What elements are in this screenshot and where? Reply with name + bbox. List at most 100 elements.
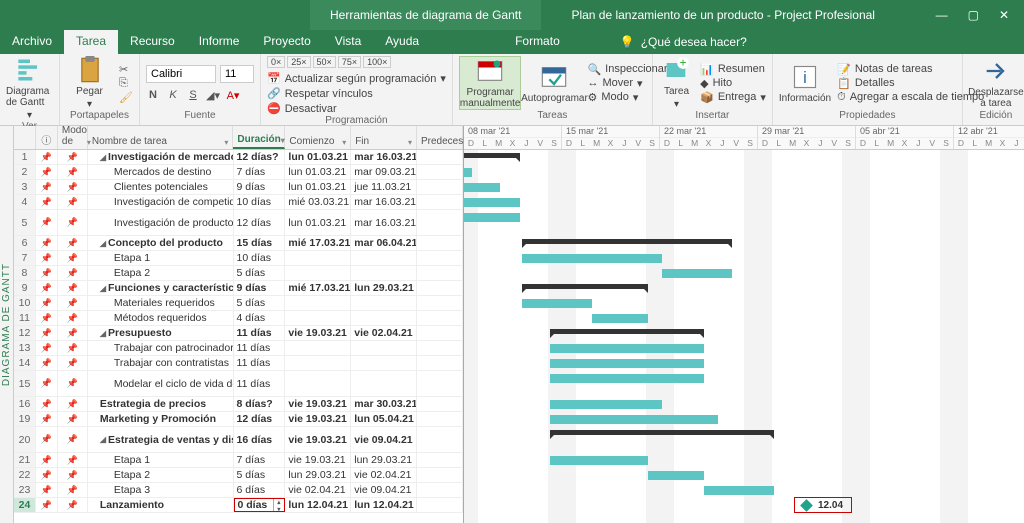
tell-me[interactable]: 💡 ¿Qué desea hacer? bbox=[620, 30, 747, 54]
schedule-manual-button[interactable]: Programar manualmente bbox=[459, 56, 522, 110]
font-color-button[interactable]: A▾ bbox=[226, 89, 240, 102]
tab-ayuda[interactable]: Ayuda bbox=[373, 30, 431, 54]
task-row[interactable]: 15📌📌Modelar el ciclo de vida del product… bbox=[14, 371, 463, 397]
information-button[interactable]: iInformación bbox=[779, 63, 831, 104]
task-bar[interactable] bbox=[592, 314, 648, 323]
duration-col[interactable]: Duración▾ bbox=[233, 126, 285, 149]
task-row[interactable]: 16📌📌Estrategia de precios8 días?vie 19.0… bbox=[14, 397, 463, 412]
bold-button[interactable]: N bbox=[146, 89, 160, 102]
tab-informe[interactable]: Informe bbox=[187, 30, 252, 54]
task-row[interactable]: 19📌📌Marketing y Promoción12 díasvie 19.0… bbox=[14, 412, 463, 427]
task-bar[interactable] bbox=[550, 400, 662, 409]
start-col[interactable]: Comienzo▾ bbox=[285, 126, 351, 149]
task-row[interactable]: 1📌📌◢Investigación de mercado12 días?lun … bbox=[14, 150, 463, 165]
paste-button[interactable]: Pegar▾ bbox=[66, 56, 113, 110]
task-row[interactable]: 23📌📌Etapa 36 díasvie 02.04.21vie 09.04.2… bbox=[14, 483, 463, 498]
task-row[interactable]: 3📌📌Clientes potenciales9 díaslun 01.03.2… bbox=[14, 180, 463, 195]
pct75-button[interactable]: 75× bbox=[338, 56, 361, 68]
task-row[interactable]: 4📌📌Investigación de competidores10 díasm… bbox=[14, 195, 463, 210]
task-row[interactable]: 2📌📌Mercados de destino7 díaslun 01.03.21… bbox=[14, 165, 463, 180]
task-bar[interactable] bbox=[522, 254, 662, 263]
task-row[interactable]: 20📌📌◢Estrategia de ventas y distribución… bbox=[14, 427, 463, 453]
task-row[interactable]: 6📌📌◢Concepto del producto15 díasmié 17.0… bbox=[14, 236, 463, 251]
bulb-icon: 💡 bbox=[620, 35, 635, 49]
task-bar[interactable] bbox=[464, 213, 520, 222]
update-schedule-button[interactable]: 📅 Actualizar según programación ▾ bbox=[267, 72, 446, 85]
summary-button[interactable]: 📊 Resumen bbox=[700, 63, 766, 76]
task-bar[interactable] bbox=[550, 344, 704, 353]
fill-color-button[interactable]: ◢▾ bbox=[206, 89, 220, 102]
summary-bar[interactable] bbox=[522, 239, 732, 244]
summary-bar[interactable] bbox=[464, 153, 520, 158]
pct100-button[interactable]: 100× bbox=[363, 56, 391, 68]
copy-icon[interactable]: ⎘ bbox=[119, 77, 133, 90]
name-col[interactable]: Nombre de tarea▾ bbox=[88, 126, 234, 149]
underline-button[interactable]: S bbox=[186, 89, 200, 102]
restore-icon[interactable]: ▢ bbox=[968, 8, 979, 22]
autoschedule-button[interactable]: Autoprogramar bbox=[527, 63, 581, 104]
task-bar[interactable] bbox=[704, 486, 774, 495]
summary-bar[interactable] bbox=[522, 284, 648, 289]
pin-icon: 📌 bbox=[41, 434, 52, 445]
task-bar[interactable] bbox=[464, 183, 500, 192]
task-row[interactable]: 8📌📌Etapa 25 días bbox=[14, 266, 463, 281]
scroll-to-task-button[interactable]: Desplazarse a tarea bbox=[969, 57, 1023, 109]
task-sheet[interactable]: ⓘ Modo de▾ Nombre de tarea▾ Duración▾ Co… bbox=[14, 126, 464, 523]
task-row[interactable]: 10📌📌Materiales requeridos5 días bbox=[14, 296, 463, 311]
tab-recurso[interactable]: Recurso bbox=[118, 30, 187, 54]
task-row[interactable]: 14📌📌Trabajar con contratistas11 días bbox=[14, 356, 463, 371]
delivery-button[interactable]: 📦 Entrega ▾ bbox=[700, 91, 766, 104]
document-title: Plan de lanzamiento de un producto - Pro… bbox=[571, 8, 875, 22]
task-row[interactable]: 13📌📌Trabajar con patrocinadores11 días bbox=[14, 341, 463, 356]
summary-bar[interactable] bbox=[550, 430, 774, 435]
tab-archivo[interactable]: Archivo bbox=[0, 30, 64, 54]
task-bar[interactable] bbox=[550, 456, 648, 465]
task-bar[interactable] bbox=[464, 168, 472, 177]
pct25-button[interactable]: 25× bbox=[287, 56, 310, 68]
tab-formato[interactable]: Formato bbox=[495, 30, 580, 54]
font-size-select[interactable] bbox=[220, 65, 254, 83]
deactivate-button[interactable]: ⛔ Desactivar bbox=[267, 102, 337, 115]
task-row[interactable]: 12📌📌◢Presupuesto11 díasvie 19.03.21vie 0… bbox=[14, 326, 463, 341]
task-bar[interactable] bbox=[550, 359, 704, 368]
minimize-icon[interactable]: — bbox=[936, 8, 948, 22]
gantt-view-button[interactable]: Diagrama de Gantt▾ bbox=[6, 56, 53, 121]
task-row[interactable]: 24📌📌Lanzamiento0 días▴▾lun 12.04.21lun 1… bbox=[14, 498, 463, 513]
close-icon[interactable]: ✕ bbox=[999, 8, 1009, 22]
task-bar[interactable] bbox=[550, 374, 704, 383]
milestone-button[interactable]: ◆ Hito bbox=[700, 77, 766, 90]
task-row[interactable]: 7📌📌Etapa 110 días bbox=[14, 251, 463, 266]
cut-icon[interactable]: ✂ bbox=[119, 63, 133, 76]
group-tareas-label: Tareas bbox=[459, 110, 646, 123]
pct50-button[interactable]: 50× bbox=[313, 56, 336, 68]
gantt-chart[interactable]: 08 mar '21DLMXJVS15 mar '21DLMXJVS22 mar… bbox=[464, 126, 1024, 523]
task-bar[interactable] bbox=[662, 269, 732, 278]
italic-button[interactable]: K bbox=[166, 89, 180, 102]
mode-icon: 📌 bbox=[67, 152, 78, 163]
task-row[interactable]: 11📌📌Métodos requeridos4 días bbox=[14, 311, 463, 326]
task-bar[interactable] bbox=[648, 471, 704, 480]
task-bar[interactable] bbox=[464, 198, 520, 207]
format-painter-icon[interactable]: 🖌 bbox=[119, 91, 133, 104]
task-bar[interactable] bbox=[522, 299, 592, 308]
task-row[interactable]: 5📌📌Investigación de productos similares1… bbox=[14, 210, 463, 236]
info-col[interactable]: ⓘ bbox=[36, 126, 58, 149]
tab-proyecto[interactable]: Proyecto bbox=[251, 30, 322, 54]
tab-vista[interactable]: Vista bbox=[323, 30, 373, 54]
tab-tarea[interactable]: Tarea bbox=[64, 30, 118, 54]
summary-bar[interactable] bbox=[550, 329, 704, 334]
respect-links-button[interactable]: 🔗 Respetar vínculos bbox=[267, 87, 373, 100]
task-row[interactable]: 22📌📌Etapa 25 díaslun 29.03.21vie 02.04.2… bbox=[14, 468, 463, 483]
task-row[interactable]: 21📌📌Etapa 17 díasvie 19.03.21lun 29.03.2… bbox=[14, 453, 463, 468]
pin-icon: 📌 bbox=[41, 238, 52, 249]
pct0-button[interactable]: 0× bbox=[267, 56, 285, 68]
pred-col[interactable]: Predeceso bbox=[417, 126, 463, 149]
task-bar[interactable] bbox=[550, 415, 718, 424]
finish-col[interactable]: Fin▾ bbox=[351, 126, 417, 149]
task-row[interactable]: 9📌📌◢Funciones y características9 díasmié… bbox=[14, 281, 463, 296]
svg-text:+: + bbox=[680, 57, 687, 70]
pin-icon: 📌 bbox=[41, 455, 52, 466]
mode-col[interactable]: Modo de▾ bbox=[58, 126, 88, 149]
font-select[interactable] bbox=[146, 65, 216, 83]
task-insert-button[interactable]: +Tarea▾ bbox=[659, 56, 694, 110]
